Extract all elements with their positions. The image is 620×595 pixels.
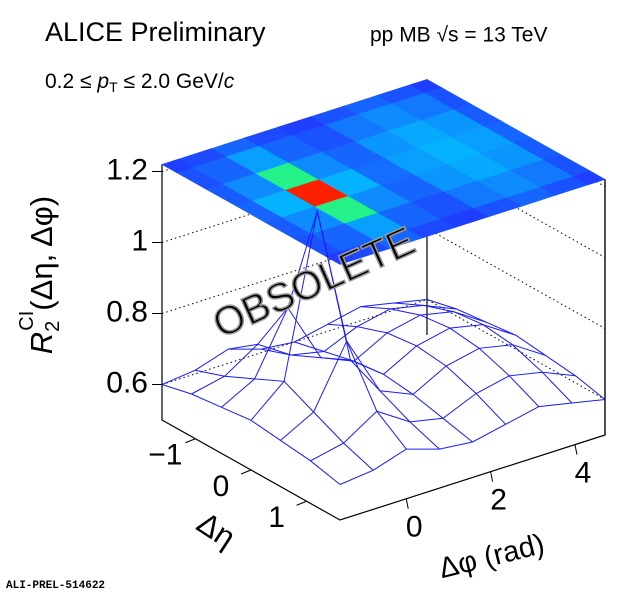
x-tick [574, 444, 578, 455]
kin-prefix: 0.2 ≤ [45, 70, 97, 93]
mesh-column [327, 323, 506, 425]
mesh-column [426, 299, 606, 400]
mesh-column [294, 341, 473, 443]
grid-line [161, 156, 606, 258]
z-tick-label: 0.8 [106, 295, 148, 328]
x-tick-label: 2 [490, 484, 507, 517]
kin-unit: c [224, 70, 235, 93]
y-axis-title: Δη [191, 505, 242, 555]
y-tick [185, 438, 196, 444]
y-tick [296, 500, 307, 506]
chart-title: ALICE Preliminary [45, 17, 266, 47]
mesh-column [195, 369, 374, 471]
x-axis-title: Δφ (rad) [436, 528, 548, 585]
plot-area: 0.6 0.8 1 1.2 0 2 4 −1 0 1 [106, 79, 606, 544]
y-tick-label: 1 [268, 501, 285, 534]
x-tick-label: 0 [406, 511, 423, 544]
grid-line [161, 227, 606, 329]
mesh-row [310, 371, 576, 462]
mesh-column [393, 302, 573, 404]
energy-label: pp MB √s = 13 TeV [370, 24, 548, 47]
mesh-column [161, 384, 341, 485]
z-sub: 2 [42, 321, 64, 332]
mesh-column [360, 306, 540, 407]
x-tick [490, 471, 494, 482]
y-tick [240, 469, 252, 475]
mesh-column [228, 208, 407, 450]
z-tick-label: 1.2 [106, 153, 148, 186]
y-tick-label: 0 [213, 470, 230, 503]
kinematics-label: 0.2 ≤ pT ≤ 2.0 GeV/c [45, 70, 235, 95]
z-args: (Δη, Δφ) [24, 196, 59, 311]
kin-suffix: ≤ 2.0 GeV/ [118, 70, 224, 93]
x-tick-label: 4 [575, 457, 592, 490]
z-tick-label: 0.6 [106, 366, 148, 399]
y-tick-label: −1 [148, 439, 182, 472]
z-axis-title: R2 CI(Δη, Δφ) [16, 196, 64, 354]
z-symbol: R [24, 332, 59, 354]
kin-sub: T [109, 79, 118, 95]
x-tick [405, 498, 409, 509]
kin-var: p [96, 70, 109, 93]
plot-id: ALI-PREL-514622 [6, 580, 105, 592]
grid-line [161, 298, 606, 400]
z-sup: CI [16, 311, 38, 331]
z-tick-label: 1 [131, 224, 148, 257]
